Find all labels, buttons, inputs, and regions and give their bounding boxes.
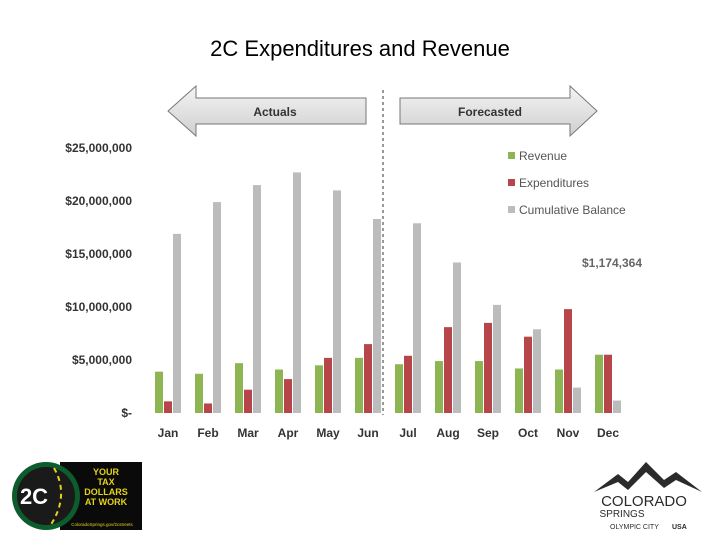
y-axis: $- $5,000,000 $10,000,000 $15,000,000 $20,00…: [65, 141, 132, 420]
bar-revenue-oct: [515, 368, 523, 413]
x-tick-label: May: [316, 426, 340, 440]
y-tick-label: $-: [121, 406, 132, 420]
bar-revenue-feb: [195, 373, 203, 413]
x-tick-label: Dec: [597, 426, 619, 440]
bar-expenditures-aug: [444, 327, 452, 413]
bar-revenue-jun: [355, 357, 363, 413]
x-tick-label: Sep: [477, 426, 499, 440]
mountains-icon: [594, 462, 702, 492]
x-axis: Jan Feb Mar Apr May Jun Jul Aug Sep Oct Nov Dec: [158, 426, 620, 440]
y-tick-label: $25,000,000: [65, 141, 132, 155]
bar-cumulative-balance-jul: [413, 223, 421, 413]
actuals-label: Actuals: [253, 105, 297, 119]
bar-cumulative-balance-apr: [293, 172, 301, 413]
legend-swatch: [508, 179, 515, 186]
bar-cumulative-balance-aug: [453, 262, 461, 413]
bar-cumulative-balance-dec: [613, 400, 621, 413]
bars: [155, 172, 621, 413]
legend-swatch: [508, 152, 515, 159]
x-tick-label: Apr: [278, 426, 299, 440]
bar-cumulative-balance-feb: [213, 202, 221, 413]
y-tick-label: $15,000,000: [65, 247, 132, 261]
y-tick-label: $20,000,000: [65, 194, 132, 208]
bar-expenditures-sep: [484, 322, 492, 413]
x-tick-label: Feb: [197, 426, 218, 440]
page-title: 2C Expenditures and Revenue: [210, 36, 510, 61]
bar-revenue-mar: [235, 363, 243, 413]
legend-label: Cumulative Balance: [519, 203, 626, 217]
bar-expenditures-feb: [204, 403, 212, 413]
bar-revenue-sep: [475, 361, 483, 413]
bar-cumulative-balance-oct: [533, 329, 541, 413]
bar-revenue-dec: [595, 354, 603, 413]
2c-logo: 2C YOUR TAX DOLLARS AT WORK ColoradoSpri…: [12, 462, 142, 530]
bar-expenditures-may: [324, 357, 332, 413]
bar-cumulative-balance-jan: [173, 233, 181, 413]
bar-revenue-apr: [275, 369, 283, 413]
logo-tagline: ColoradoSprings.gov/2cstreets: [71, 522, 133, 527]
actuals-banner: Actuals: [167, 84, 367, 138]
x-tick-label: Jun: [357, 426, 378, 440]
bar-cumulative-balance-sep: [493, 304, 501, 413]
y-tick-label: $5,000,000: [72, 353, 132, 367]
bar-cumulative-balance-mar: [253, 185, 261, 413]
bar-revenue-may: [315, 365, 323, 413]
bar-expenditures-apr: [284, 379, 292, 413]
legend: Revenue Expenditures Cumulative Balance: [508, 149, 626, 217]
x-tick-label: Aug: [436, 426, 459, 440]
bar-expenditures-mar: [244, 389, 252, 413]
final-balance-annotation: $1,174,364: [582, 256, 642, 270]
bar-revenue-nov: [555, 369, 563, 413]
forecasted-banner: Forecasted: [399, 84, 598, 138]
logo-line-2: TAX: [97, 477, 114, 487]
x-tick-label: Jan: [158, 426, 179, 440]
bar-expenditures-jan: [164, 401, 172, 413]
x-tick-label: Mar: [237, 426, 259, 440]
bar-revenue-aug: [435, 361, 443, 413]
legend-swatch: [508, 206, 515, 213]
logo-usa: USA: [672, 524, 687, 531]
bar-revenue-jan: [155, 371, 163, 413]
logo-line-3: DOLLARS: [84, 487, 128, 497]
bar-cumulative-balance-nov: [573, 387, 581, 413]
x-tick-label: Nov: [557, 426, 580, 440]
forecasted-label: Forecasted: [458, 105, 522, 119]
x-tick-label: Oct: [518, 426, 538, 440]
y-tick-label: $10,000,000: [65, 300, 132, 314]
bar-expenditures-dec: [604, 354, 612, 413]
bar-revenue-jul: [395, 364, 403, 413]
bar-cumulative-balance-jun: [373, 219, 381, 413]
legend-label: Revenue: [519, 149, 567, 163]
2c-badge-text: 2C: [20, 484, 48, 509]
legend-label: Expenditures: [519, 176, 589, 190]
logo-line-4: AT WORK: [85, 497, 128, 507]
bar-expenditures-oct: [524, 336, 532, 413]
bar-cumulative-balance-may: [333, 190, 341, 413]
logo-springs: SPRINGS: [599, 509, 644, 520]
bar-expenditures-jun: [364, 344, 372, 413]
bar-expenditures-jul: [404, 355, 412, 413]
bar-expenditures-nov: [564, 309, 572, 413]
x-tick-label: Jul: [399, 426, 416, 440]
colorado-springs-logo: COLORADO SPRINGS OLYMPIC CITY USA: [594, 462, 702, 531]
logo-colorado: COLORADO: [601, 493, 687, 510]
logo-line-1: YOUR: [93, 467, 120, 477]
logo-olympic-city: OLYMPIC CITY: [610, 524, 659, 531]
